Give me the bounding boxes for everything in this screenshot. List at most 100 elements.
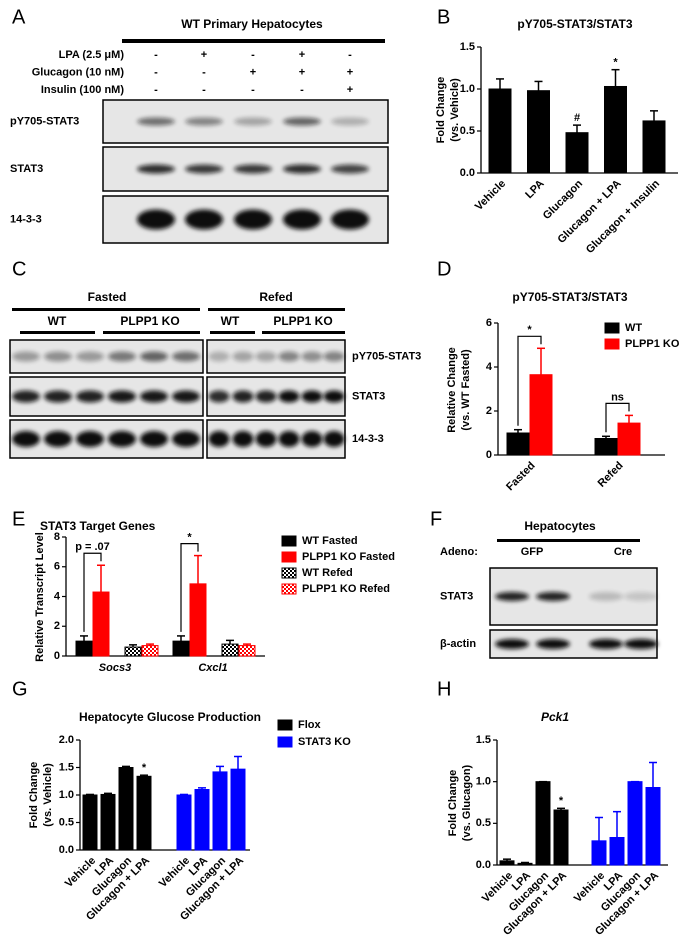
- blot-band: [255, 390, 277, 403]
- blot-band: [536, 592, 570, 601]
- adeno-label: Adeno:: [440, 546, 478, 558]
- blot-band: [323, 431, 345, 447]
- legend-swatch: [277, 719, 293, 731]
- error-bar: [650, 110, 658, 121]
- blot-band: [278, 351, 300, 362]
- blot-band: [76, 390, 104, 403]
- treatment-sign: +: [347, 84, 353, 96]
- legend-label: STAT3 KO: [298, 736, 351, 748]
- blot-band: [624, 592, 658, 601]
- blot-band: [536, 639, 570, 649]
- legend-swatch: [277, 736, 293, 748]
- blot-band: [589, 592, 623, 601]
- y-tick-label: 6: [486, 317, 492, 329]
- y-tick-label: 0: [54, 650, 60, 662]
- blot-band: [331, 164, 369, 174]
- annotation: ns: [611, 391, 624, 403]
- blot-band: [283, 209, 321, 230]
- bar: [617, 422, 641, 456]
- treatment-sign: -: [154, 66, 158, 78]
- underline: [20, 331, 95, 334]
- blot-row-label: 14-3-3: [352, 433, 384, 445]
- legend-label: WT Fasted: [302, 535, 358, 547]
- chart-title: Hepatocyte Glucose Production: [79, 710, 261, 724]
- error-bar: [649, 761, 657, 788]
- panel-letter: D: [437, 258, 451, 280]
- y-tick-label: 2.0: [59, 734, 74, 746]
- error-bar: [234, 755, 242, 770]
- error-bar: [602, 435, 610, 439]
- blot-band: [278, 390, 300, 403]
- blot-band: [301, 431, 323, 447]
- legend-label: PLPP1 KO Fasted: [302, 551, 395, 563]
- blot-band: [624, 639, 658, 649]
- treatment-label: Insulin (100 nM): [41, 84, 124, 96]
- blot-band: [255, 351, 277, 362]
- annotation: p = .07: [75, 541, 110, 553]
- significance-bracket: [83, 552, 102, 632]
- bar: [176, 794, 192, 851]
- treatment-label: Glucagon (10 nM): [32, 66, 125, 78]
- error-bar: [198, 787, 206, 790]
- blot-band: [495, 592, 529, 601]
- error-bar: [521, 861, 529, 864]
- treatment-sign: +: [201, 49, 207, 61]
- error-bar: [243, 643, 251, 646]
- bar: [604, 85, 627, 174]
- blot-band: [44, 351, 72, 362]
- bar: [591, 840, 607, 866]
- blot-row-label: pY705-STAT3: [10, 115, 79, 127]
- blot-band: [208, 351, 230, 362]
- blot-band: [323, 351, 345, 362]
- treatment-sign: -: [251, 49, 255, 61]
- error-bar: [573, 124, 581, 133]
- y-tick-label: 2: [54, 620, 60, 632]
- genotype-label: PLPP1 KO: [120, 314, 179, 328]
- y-tick-label: 1.5: [476, 734, 491, 746]
- y-axis-label: Fold Change: [28, 762, 40, 829]
- treatment-sign: +: [250, 66, 256, 78]
- legend-label: WT Refed: [302, 567, 353, 579]
- y-tick-label: 0.0: [460, 167, 475, 179]
- blot-band: [172, 351, 200, 362]
- genotype-label: WT: [48, 314, 67, 328]
- blot-band: [76, 431, 104, 447]
- y-tick-label: 8: [54, 531, 60, 543]
- y-axis-label: (vs. Vehicle): [42, 763, 54, 827]
- error-bar: [496, 78, 504, 89]
- blot-band: [44, 431, 72, 447]
- bar: [594, 438, 618, 456]
- x-tick-label: Cxcl1: [198, 662, 227, 674]
- y-tick-label: 1.0: [476, 776, 491, 788]
- bar: [627, 781, 643, 866]
- error-bar: [625, 414, 633, 424]
- y-tick-label: 0: [486, 449, 492, 461]
- error-bar: [503, 858, 511, 861]
- error-bar: [514, 428, 522, 433]
- y-axis-label: Relative Change: [446, 347, 458, 433]
- y-axis-label: Relative Transcript Level: [34, 532, 46, 662]
- blot-band: [185, 209, 223, 230]
- blot-row-label: 14-3-3: [10, 213, 42, 225]
- blot-band: [172, 431, 200, 447]
- bar: [230, 768, 246, 851]
- group-label: Cre: [614, 546, 632, 558]
- error-bar: [177, 635, 185, 642]
- treatment-sign: +: [299, 49, 305, 61]
- x-tick-label: Socs3: [99, 662, 131, 674]
- panel-letter: B: [437, 6, 450, 28]
- y-tick-label: 1.0: [460, 83, 475, 95]
- blot-band: [234, 209, 272, 230]
- blot-band: [12, 431, 40, 447]
- error-bar: [180, 793, 188, 796]
- underline: [208, 308, 345, 311]
- error-bar: [104, 792, 112, 795]
- y-tick-label: 1.5: [59, 761, 74, 773]
- chart-title: pY705-STAT3/STAT3: [517, 17, 632, 31]
- blot-band: [301, 390, 323, 403]
- bar: [527, 90, 550, 174]
- annotation: *: [613, 57, 618, 69]
- bar: [238, 645, 256, 657]
- blot-band: [301, 351, 323, 362]
